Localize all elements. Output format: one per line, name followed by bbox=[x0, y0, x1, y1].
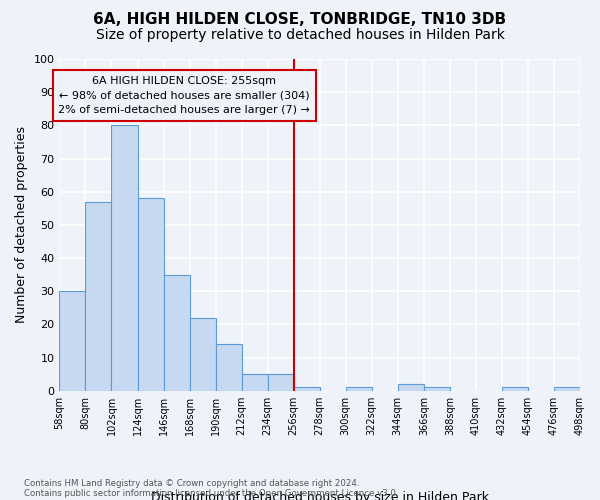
Bar bbox=[268, 374, 293, 391]
Text: 6A, HIGH HILDEN CLOSE, TONBRIDGE, TN10 3DB: 6A, HIGH HILDEN CLOSE, TONBRIDGE, TN10 3… bbox=[94, 12, 506, 28]
Bar bbox=[398, 384, 424, 391]
Bar bbox=[502, 388, 528, 391]
Bar bbox=[190, 318, 215, 391]
Text: 6A HIGH HILDEN CLOSE: 255sqm
← 98% of detached houses are smaller (304)
2% of se: 6A HIGH HILDEN CLOSE: 255sqm ← 98% of de… bbox=[58, 76, 310, 115]
Bar bbox=[215, 344, 242, 391]
Bar bbox=[59, 291, 85, 391]
Y-axis label: Number of detached properties: Number of detached properties bbox=[15, 126, 28, 324]
Bar bbox=[85, 202, 112, 391]
Bar bbox=[554, 388, 580, 391]
X-axis label: Distribution of detached houses by size in Hilden Park: Distribution of detached houses by size … bbox=[151, 490, 489, 500]
Text: Contains HM Land Registry data © Crown copyright and database right 2024.: Contains HM Land Registry data © Crown c… bbox=[24, 478, 359, 488]
Bar bbox=[242, 374, 268, 391]
Bar bbox=[112, 126, 137, 391]
Bar bbox=[346, 388, 372, 391]
Text: Size of property relative to detached houses in Hilden Park: Size of property relative to detached ho… bbox=[95, 28, 505, 42]
Bar bbox=[164, 274, 190, 391]
Text: Contains public sector information licensed under the Open Government Licence v3: Contains public sector information licen… bbox=[24, 488, 398, 498]
Bar bbox=[293, 388, 320, 391]
Bar bbox=[424, 388, 450, 391]
Bar bbox=[137, 198, 164, 391]
